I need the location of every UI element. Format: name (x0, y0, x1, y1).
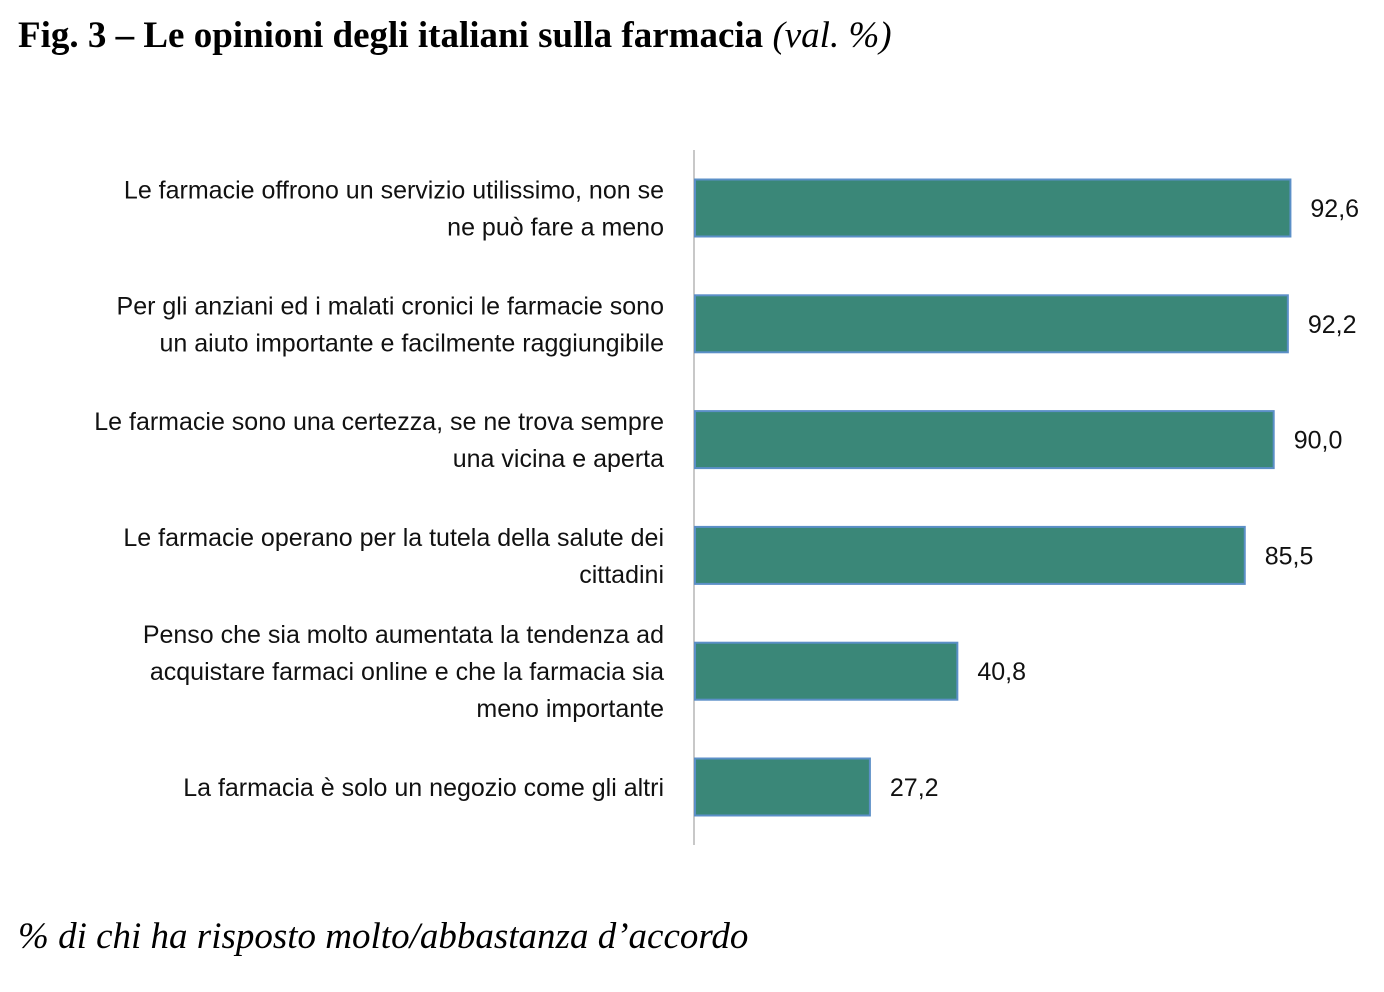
category-label-line: un aiuto importante e facilmente raggiun… (160, 329, 664, 357)
category-label-1: Le farmacie offrono un servizio utilissi… (124, 177, 664, 242)
bar-1 (694, 178, 1292, 238)
bar-4 (694, 525, 1246, 585)
bar-6 (694, 757, 871, 817)
chart-title-unit: (val. %) (772, 15, 892, 56)
category-label-line: cittadini (579, 561, 664, 589)
category-label-3: Le farmacie sono una certezza, se ne tro… (94, 408, 664, 473)
value-label-1: 92,6 (1310, 195, 1359, 223)
category-label-line: Le farmacie operano per la tutela della … (123, 524, 664, 552)
value-label-5: 40,8 (977, 658, 1026, 686)
category-label-line: meno importante (476, 695, 664, 723)
category-label-line: ne può fare a meno (447, 214, 664, 242)
value-label-3: 90,0 (1294, 427, 1343, 455)
value-label-6: 27,2 (890, 774, 939, 802)
category-label-line: acquistare farmaci online e che la farma… (150, 658, 664, 686)
category-label-line: Le farmacie sono una certezza, se ne tro… (94, 408, 664, 436)
value-label-4: 85,5 (1265, 542, 1314, 570)
category-labels-group: Le farmacie offrono un servizio utilissi… (94, 177, 664, 803)
category-label-line: Le farmacie offrono un servizio utilissi… (124, 177, 664, 205)
chart-title-main: Fig. 3 – Le opinioni degli italiani sull… (18, 15, 764, 56)
category-label-4: Le farmacie operano per la tutela della … (123, 524, 664, 589)
chart-title: Fig. 3 – Le opinioni degli italiani sull… (18, 14, 892, 57)
bar-5 (694, 641, 959, 701)
bar-2 (694, 294, 1289, 354)
category-label-line: Penso che sia molto aumentata la tendenz… (143, 621, 664, 649)
bars-group (694, 178, 1292, 817)
category-label-line: La farmacia è solo un negozio come gli a… (183, 774, 664, 802)
value-label-2: 92,2 (1308, 311, 1357, 339)
category-label-line: Per gli anziani ed i malati cronici le f… (117, 292, 664, 320)
value-labels-group: 92,6 92,2 90,0 85,5 40,8 27,2 (890, 195, 1359, 802)
category-label-5: Penso che sia molto aumentata la tendenz… (143, 621, 664, 723)
category-label-6: La farmacia è solo un negozio come gli a… (183, 774, 664, 802)
category-label-line: una vicina e aperta (453, 445, 664, 473)
bar-3 (694, 410, 1275, 470)
category-label-2: Per gli anziani ed i malati cronici le f… (117, 292, 664, 357)
footnote: % di chi ha risposto molto/abbastanza d’… (18, 916, 749, 957)
